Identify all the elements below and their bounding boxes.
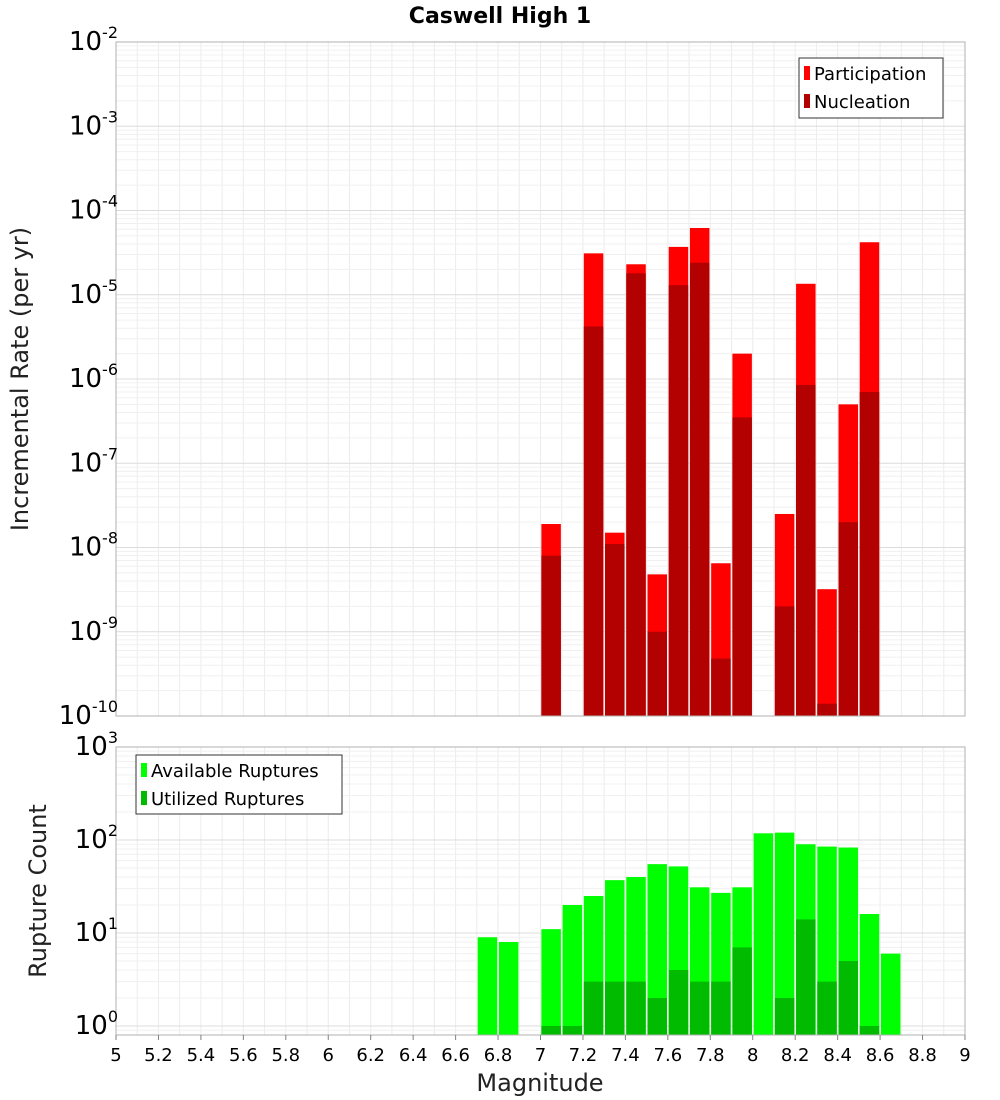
legend-label-utilized: Utilized Ruptures <box>151 789 304 810</box>
bottom-y-axis-label: Rupture Count <box>24 804 52 978</box>
utilized-ruptures-bar <box>732 947 752 1035</box>
bottom-y-tick-label: 103 <box>75 728 118 762</box>
legend-swatch-participation <box>804 66 810 80</box>
top-panel: 10-10 10-9 10-8 10-7 10-6 10-5 10-4 10-3 10-2 In… <box>6 23 966 731</box>
available-ruptures-bar <box>880 953 901 1035</box>
available-ruptures-bar <box>498 942 519 1035</box>
top-grid <box>116 42 965 716</box>
top-y-tick-label: 10-3 <box>69 107 118 141</box>
nucleation-bar <box>626 273 646 716</box>
x-tick-label: 6.8 <box>484 1045 513 1066</box>
legend-swatch-available <box>141 763 147 777</box>
x-tick-label: 5.2 <box>144 1045 173 1066</box>
top-bars <box>541 227 880 716</box>
x-tick-label: 7 <box>535 1045 546 1066</box>
x-tick-label: 6 <box>323 1045 334 1066</box>
x-axis-label: Magnitude <box>476 1069 603 1097</box>
participation-bar <box>817 589 837 716</box>
x-tick-label: 5.4 <box>187 1045 216 1066</box>
top-y-ticks: 10-10 10-9 10-8 10-7 10-6 10-5 10-4 10-3 10-2 <box>59 23 118 731</box>
available-ruptures-bar <box>753 833 774 1035</box>
legend-swatch-utilized <box>141 791 147 805</box>
top-y-tick-label: 10-2 <box>69 23 118 57</box>
nucleation-bar <box>689 262 710 716</box>
available-ruptures-bar <box>647 864 667 1035</box>
x-tick-label: 8 <box>747 1045 758 1066</box>
bottom-legend: Available Ruptures Utilized Ruptures <box>135 754 343 815</box>
top-legend-box <box>798 57 944 119</box>
utilized-ruptures-bar <box>711 981 731 1035</box>
x-tick-label: 8.4 <box>823 1045 852 1066</box>
bottom-y-tick-label: 101 <box>75 914 118 948</box>
x-tick-label: 6.6 <box>441 1045 470 1066</box>
nucleation-bar <box>774 606 795 716</box>
x-tick-label: 7.2 <box>569 1045 598 1066</box>
top-y-tick-label: 10-4 <box>69 192 118 226</box>
utilized-ruptures-bar <box>668 969 689 1035</box>
top-y-tick-label: 10-7 <box>69 444 118 478</box>
nucleation-bar <box>711 658 731 716</box>
x-tick-label: 7.6 <box>654 1045 683 1066</box>
nucleation-bar <box>817 703 837 716</box>
utilized-ruptures-bar <box>605 981 625 1035</box>
nucleation-bar <box>541 555 561 716</box>
legend-swatch-nucleation <box>804 94 810 108</box>
available-ruptures-bar <box>562 904 583 1035</box>
bottom-y-ticks: 100 101 102 103 <box>75 728 118 1041</box>
utilized-ruptures-bar <box>626 981 646 1035</box>
utilized-ruptures-bar <box>647 997 667 1035</box>
x-tick-label: 7.4 <box>611 1045 640 1066</box>
bottom-y-tick-label: 100 <box>75 1007 118 1041</box>
nucleation-bar <box>647 631 667 716</box>
available-ruptures-bar <box>774 832 795 1035</box>
top-plot-frame <box>115 41 966 717</box>
nucleation-bar <box>583 326 604 716</box>
bottom-legend-box <box>135 754 343 815</box>
chart-title: Caswell High 1 <box>409 4 591 29</box>
nucleation-bar <box>605 544 625 716</box>
bottom-panel: 100 101 102 103 Rupture Count Available Rup… <box>24 728 971 1097</box>
nucleation-bar <box>668 285 689 716</box>
top-y-tick-label: 10-9 <box>69 613 118 647</box>
available-ruptures-bar <box>541 929 561 1035</box>
x-tick-label: 5 <box>110 1045 121 1066</box>
legend-label-participation: Participation <box>814 64 926 85</box>
nucleation-bar <box>796 384 816 716</box>
utilized-ruptures-bar <box>774 997 795 1035</box>
x-tick-label: 8.2 <box>781 1045 810 1066</box>
top-y-tick-label: 10-6 <box>69 360 118 394</box>
top-y-axis-label: Incremental Rate (per yr) <box>6 227 34 531</box>
available-ruptures-bar <box>477 937 498 1035</box>
nucleation-bar <box>838 522 859 716</box>
bottom-y-tick-label: 102 <box>75 821 118 855</box>
utilized-ruptures-bar <box>796 919 816 1035</box>
x-tick-label: 5.8 <box>271 1045 300 1066</box>
x-tick-label: 7.8 <box>696 1045 725 1066</box>
utilized-ruptures-bar <box>689 981 710 1035</box>
nucleation-bar <box>859 392 880 716</box>
x-tick-label: 8.8 <box>908 1045 937 1066</box>
top-y-tick-label: 10-5 <box>69 276 118 310</box>
x-tick-label: 8.6 <box>866 1045 895 1066</box>
x-tick-label: 6.4 <box>399 1045 428 1066</box>
utilized-ruptures-bar <box>583 981 604 1035</box>
nucleation-bar <box>732 417 752 716</box>
available-ruptures-bar <box>859 914 880 1035</box>
x-ticks: 5 5.2 5.4 5.6 5.8 6 6.2 6.4 6.6 6.8 7 7.2 7.4 7.6 7.8 8… <box>110 1035 971 1066</box>
utilized-ruptures-bar <box>859 1025 880 1035</box>
legend-label-nucleation: Nucleation <box>814 92 910 113</box>
top-legend: Participation Nucleation <box>798 57 944 119</box>
bottom-bars <box>477 832 901 1035</box>
utilized-ruptures-bar <box>817 981 837 1035</box>
x-tick-label: 9 <box>959 1045 970 1066</box>
top-y-tick-label: 10-10 <box>59 697 118 731</box>
legend-label-available: Available Ruptures <box>151 761 319 782</box>
x-tick-label: 6.2 <box>356 1045 385 1066</box>
utilized-ruptures-bar <box>562 1025 583 1035</box>
utilized-ruptures-bar <box>541 1025 561 1035</box>
x-tick-label: 5.6 <box>229 1045 258 1066</box>
utilized-ruptures-bar <box>838 960 859 1035</box>
top-y-tick-label: 10-8 <box>69 529 118 563</box>
